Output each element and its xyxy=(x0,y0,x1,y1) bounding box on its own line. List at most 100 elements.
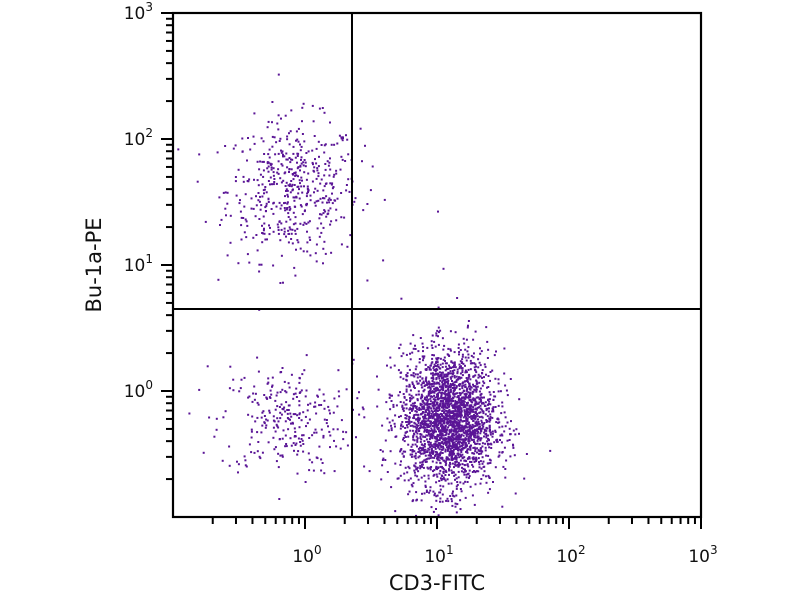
data-point xyxy=(472,431,475,434)
data-point xyxy=(462,471,465,474)
data-point xyxy=(493,354,496,357)
data-point xyxy=(459,508,462,510)
data-point xyxy=(318,235,321,238)
data-point xyxy=(474,415,477,418)
data-point xyxy=(285,190,287,192)
data-point xyxy=(430,372,433,375)
data-point xyxy=(416,440,419,443)
data-point xyxy=(439,431,442,433)
data-point xyxy=(432,401,435,404)
data-point xyxy=(465,359,468,362)
data-point xyxy=(461,426,464,428)
data-point xyxy=(399,391,401,394)
data-point xyxy=(451,380,453,382)
data-point xyxy=(316,169,319,172)
data-point xyxy=(293,449,295,452)
data-point xyxy=(485,373,487,376)
data-point xyxy=(451,406,454,409)
data-point xyxy=(509,433,512,436)
data-point xyxy=(471,471,474,473)
data-point xyxy=(475,456,478,459)
data-point xyxy=(421,465,423,468)
data-point xyxy=(435,382,438,385)
data-point xyxy=(460,408,463,411)
data-point xyxy=(495,421,498,424)
data-point xyxy=(277,232,280,235)
data-point xyxy=(438,391,441,394)
data-point xyxy=(458,404,461,407)
data-point xyxy=(300,205,303,208)
data-point xyxy=(289,418,291,421)
data-point xyxy=(282,281,284,284)
data-point xyxy=(471,423,474,426)
data-point xyxy=(419,404,422,407)
data-point xyxy=(406,372,409,375)
data-point xyxy=(469,411,472,414)
data-point xyxy=(423,474,426,477)
data-point xyxy=(308,236,311,239)
data-point xyxy=(265,202,268,205)
data-point xyxy=(323,399,326,402)
data-point xyxy=(492,410,495,413)
data-point xyxy=(290,422,292,425)
data-point xyxy=(478,437,481,440)
data-point xyxy=(259,173,262,176)
data-point xyxy=(444,479,447,482)
data-point xyxy=(479,399,482,401)
data-point xyxy=(252,207,255,210)
data-point xyxy=(479,347,481,350)
data-point xyxy=(487,491,490,494)
data-point xyxy=(425,395,428,398)
data-point xyxy=(465,396,468,399)
data-point xyxy=(340,243,343,246)
data-point xyxy=(382,457,385,460)
data-point xyxy=(439,422,442,425)
data-point xyxy=(257,184,260,187)
data-point xyxy=(473,470,475,472)
data-point xyxy=(427,474,430,477)
data-point xyxy=(198,153,201,156)
data-point xyxy=(444,384,447,387)
data-point xyxy=(425,491,428,493)
data-point xyxy=(433,422,436,425)
data-point xyxy=(481,369,484,372)
data-point xyxy=(276,425,279,428)
data-point xyxy=(341,139,344,142)
data-point xyxy=(503,446,506,449)
data-point xyxy=(468,435,471,438)
data-point xyxy=(423,388,426,391)
data-point xyxy=(328,197,331,200)
data-point xyxy=(412,417,415,419)
data-point xyxy=(413,469,416,472)
data-point xyxy=(322,197,324,200)
data-point xyxy=(504,384,507,387)
data-point xyxy=(454,420,457,423)
data-point xyxy=(409,358,412,361)
data-point xyxy=(287,229,290,232)
data-point xyxy=(424,413,427,416)
data-point xyxy=(320,144,323,146)
data-point xyxy=(368,470,371,473)
data-point xyxy=(441,430,444,433)
data-point xyxy=(444,426,447,429)
data-point xyxy=(362,408,365,411)
data-point xyxy=(188,412,191,415)
data-point xyxy=(448,424,451,427)
data-point xyxy=(465,413,468,416)
data-point xyxy=(440,446,443,449)
data-point xyxy=(427,366,430,369)
data-point xyxy=(311,434,314,437)
data-point xyxy=(445,380,448,383)
data-point xyxy=(287,212,290,215)
data-point xyxy=(473,452,476,455)
data-point xyxy=(335,219,338,222)
data-point xyxy=(474,421,477,424)
data-point xyxy=(449,420,452,423)
data-point xyxy=(456,415,459,418)
data-point xyxy=(305,195,308,198)
data-point xyxy=(289,161,292,164)
data-point xyxy=(492,406,495,409)
data-point xyxy=(451,492,454,495)
data-point xyxy=(462,337,465,340)
data-point xyxy=(448,468,450,471)
